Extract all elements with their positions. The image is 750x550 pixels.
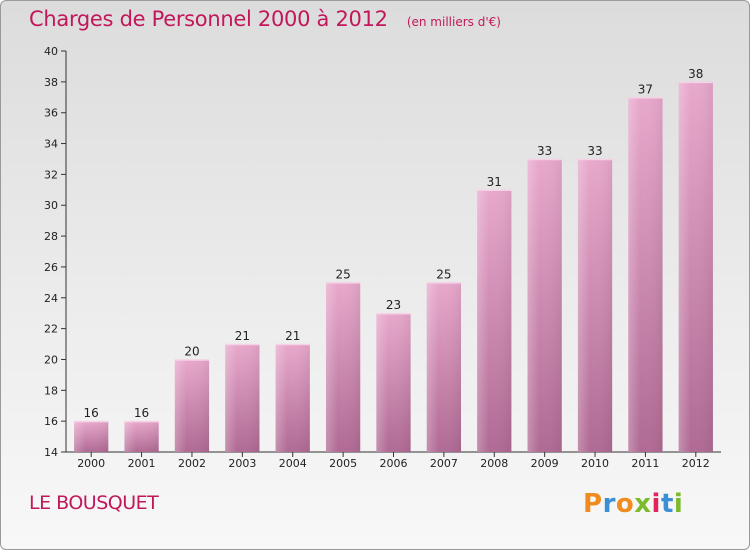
logo-letter: t xyxy=(660,489,674,519)
y-tick-label: 36 xyxy=(44,107,58,120)
x-tick-label: 2003 xyxy=(228,457,256,470)
x-tick-label: 2006 xyxy=(380,457,408,470)
data-label: 16 xyxy=(134,406,149,420)
x-tick-label: 2005 xyxy=(329,457,357,470)
y-tick-label: 28 xyxy=(44,230,58,243)
bar-shine xyxy=(426,282,462,452)
proxiti-logo[interactable]: Proxiti xyxy=(583,489,683,519)
bar-shine xyxy=(376,313,411,452)
data-label: 33 xyxy=(587,144,602,158)
y-tick-label: 26 xyxy=(44,261,58,274)
bar-shine xyxy=(628,97,663,453)
bar-shine xyxy=(174,359,210,452)
y-tick-label: 32 xyxy=(44,168,58,181)
x-tick-label: 2000 xyxy=(77,457,105,470)
bar-shine xyxy=(527,158,562,452)
data-label: 33 xyxy=(537,144,552,158)
bars xyxy=(74,81,713,453)
bar-shine xyxy=(124,421,159,452)
data-label: 37 xyxy=(638,82,653,96)
y-tick-label: 30 xyxy=(44,199,58,212)
logo-letter: o xyxy=(615,489,635,519)
data-label: 20 xyxy=(184,344,199,358)
y-tick-label: 40 xyxy=(44,45,58,58)
data-label: 38 xyxy=(688,67,703,81)
logo-letter: i xyxy=(673,489,684,519)
bar-shine xyxy=(577,158,613,452)
x-tick-label: 2001 xyxy=(128,457,156,470)
data-label: 25 xyxy=(335,267,350,281)
y-tick-label: 18 xyxy=(44,384,58,397)
bar-shine xyxy=(275,344,310,452)
x-tick-label: 2007 xyxy=(430,457,458,470)
axes: 14 16 18 20 22 24 26 28 30 32 34 36 38 40 2000 2001 2002… xyxy=(44,45,721,470)
logo-letter: i xyxy=(651,489,661,519)
logo-letter: P xyxy=(583,489,603,519)
commune-name: LE BOUSQUET xyxy=(29,492,159,514)
x-tick-label: 2009 xyxy=(531,457,559,470)
chart-title: Charges de Personnel 2000 à 2012 xyxy=(29,7,388,31)
y-tick-label: 24 xyxy=(44,292,58,305)
data-labels: 16 16 20 21 21 25 23 25 31 33 33 37 38 xyxy=(84,67,704,420)
bar-shine xyxy=(477,189,512,453)
y-tick-label: 14 xyxy=(44,446,58,459)
x-tick-label: 2002 xyxy=(178,457,206,470)
data-label: 16 xyxy=(84,406,99,420)
data-label: 21 xyxy=(285,329,300,343)
bar-shine xyxy=(225,344,260,452)
x-tick-label: 2011 xyxy=(631,457,659,470)
y-tick-label: 38 xyxy=(44,76,58,89)
bar-shine xyxy=(678,81,713,452)
chart-subtitle: (en milliers d'€) xyxy=(406,15,501,29)
bar-shine xyxy=(74,421,109,452)
logo-letter: r xyxy=(602,489,616,519)
x-tick-label: 2012 xyxy=(682,457,710,470)
x-tick-label: 2010 xyxy=(581,457,609,470)
x-tick-label: 2008 xyxy=(480,457,508,470)
y-tick-label: 34 xyxy=(44,138,58,151)
title-row: Charges de Personnel 2000 à 2012 (en mil… xyxy=(29,7,501,31)
data-label: 31 xyxy=(487,175,502,189)
x-tick-label: 2004 xyxy=(279,457,307,470)
y-tick-label: 20 xyxy=(44,353,58,366)
data-label: 21 xyxy=(235,329,250,343)
y-tick-label: 16 xyxy=(44,415,58,428)
logo-letter: x xyxy=(634,489,652,519)
data-label: 25 xyxy=(436,267,451,281)
y-tick-label: 22 xyxy=(44,323,58,336)
bar-shine xyxy=(325,282,361,452)
data-label: 23 xyxy=(386,298,401,312)
